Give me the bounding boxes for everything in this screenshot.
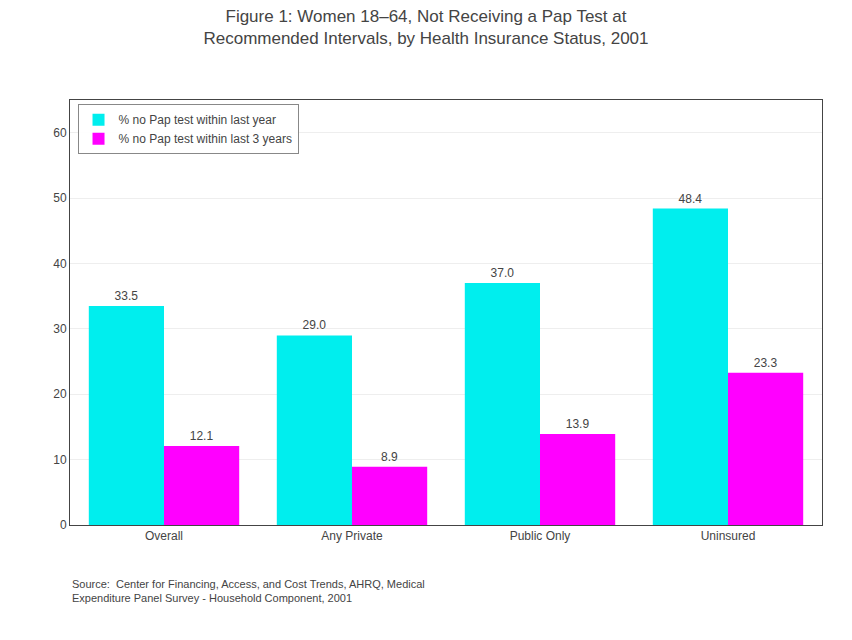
svg-text:Uninsured: Uninsured (701, 529, 756, 543)
svg-text:0: 0 (60, 518, 67, 532)
svg-text:10: 10 (53, 453, 67, 467)
svg-text:40: 40 (53, 257, 67, 271)
svg-text:% no Pap test within last 3 ye: % no Pap test within last 3 years (119, 132, 292, 146)
svg-text:30: 30 (53, 322, 67, 336)
svg-text:8.9: 8.9 (381, 450, 398, 464)
svg-text:50: 50 (53, 191, 67, 205)
svg-text:Public Only: Public Only (510, 529, 571, 543)
svg-text:Figure 1: Women 18–64, Not Rec: Figure 1: Women 18–64, Not Receiving a P… (203, 7, 648, 48)
svg-text:Overall: Overall (145, 529, 183, 543)
svg-text:29.0: 29.0 (303, 318, 327, 332)
svg-text:12.1: 12.1 (190, 429, 214, 443)
svg-text:Any Private: Any Private (321, 529, 383, 543)
svg-text:20: 20 (53, 387, 67, 401)
svg-text:48.4: 48.4 (679, 192, 703, 206)
svg-text:23.3: 23.3 (754, 356, 778, 370)
svg-text:60: 60 (53, 126, 67, 140)
svg-text:13.9: 13.9 (566, 417, 590, 431)
svg-text:33.5: 33.5 (115, 289, 139, 303)
svg-text:% no Pap test within last year: % no Pap test within last year (119, 113, 276, 127)
svg-text:Source: Center for Financing,: Source: Center for Financing, Access, an… (72, 578, 425, 604)
svg-text:37.0: 37.0 (491, 266, 515, 280)
